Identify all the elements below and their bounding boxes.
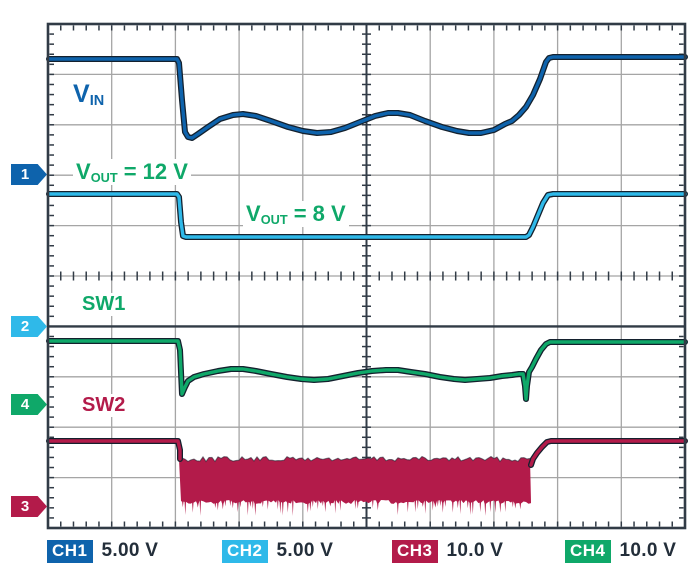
legend-ch4-name: CH4 <box>570 540 606 560</box>
legend-ch2: CH2 5.00 V <box>222 539 334 563</box>
label-vout-12v: VOUT = 12 V <box>73 159 191 186</box>
label-sw2-text: SW2 <box>82 394 126 416</box>
legend-ch2-badge: CH2 <box>222 539 268 563</box>
channel-marker-ch3: 3 <box>11 496 47 517</box>
channel-marker-ch2-number: 2 <box>20 318 30 335</box>
label-vout-12v-main: V <box>76 159 91 184</box>
legend-ch2-value: 5.00 V <box>276 540 334 561</box>
channel-marker-ch3-number: 3 <box>20 498 30 515</box>
legend-ch3-value: 10.0 V <box>446 540 504 561</box>
legend-ch1-name: CH1 <box>52 540 88 560</box>
label-vout-8v: VOUT = 8 V <box>243 201 349 228</box>
legend-ch4: CH4 10.0 V <box>565 539 677 563</box>
legend-ch3-name: CH3 <box>397 540 433 560</box>
label-vin-main: V <box>73 80 90 108</box>
legend-ch1-value: 5.00 V <box>101 540 159 561</box>
label-sw1-text: SW1 <box>82 293 126 315</box>
channel-marker-ch1-number: 1 <box>20 166 30 183</box>
label-vin: VIN <box>70 80 108 111</box>
channel-marker-ch1: 1 <box>11 164 47 185</box>
channel-marker-ch4: 4 <box>11 394 47 415</box>
label-vout-12v-sub: OUT <box>90 169 118 185</box>
legend-ch4-value: 10.0 V <box>619 540 677 561</box>
label-sw1: SW1 <box>79 293 129 316</box>
channel-marker-ch4-number: 4 <box>20 396 30 413</box>
label-vout-8v-rest: = 8 V <box>287 201 346 226</box>
label-vout-8v-main: V <box>246 201 261 226</box>
legend-ch4-badge: CH4 <box>565 539 611 563</box>
label-vout-12v-rest: = 12 V <box>117 159 188 184</box>
label-vin-sub: IN <box>89 93 105 110</box>
label-sw2: SW2 <box>79 394 129 417</box>
legend-ch3-badge: CH3 <box>392 539 438 563</box>
legend-ch1: CH1 5.00 V <box>47 539 159 563</box>
label-vout-8v-sub: OUT <box>260 211 288 227</box>
channel-marker-ch2: 2 <box>11 316 47 337</box>
legend-ch2-name: CH2 <box>227 540 263 560</box>
legend-ch1-badge: CH1 <box>47 539 93 563</box>
legend-ch3: CH3 10.0 V <box>392 539 504 563</box>
